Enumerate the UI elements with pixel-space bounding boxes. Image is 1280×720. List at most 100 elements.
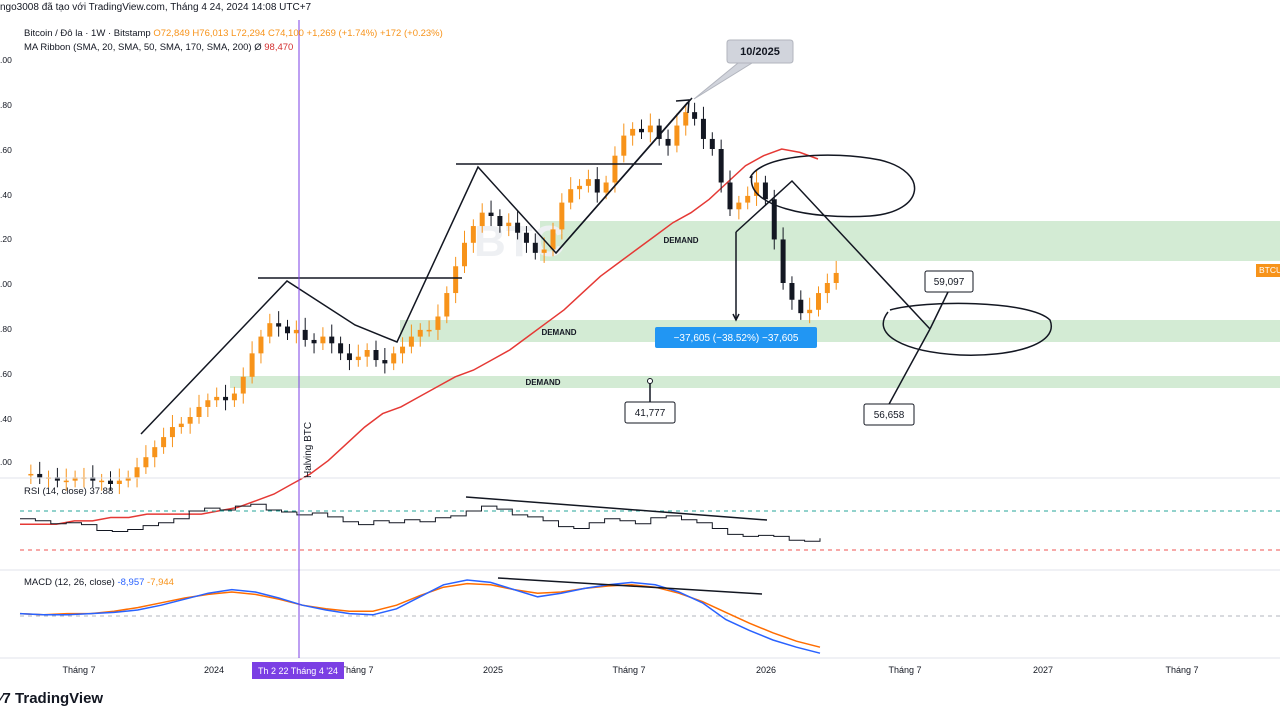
candle (585, 169, 591, 193)
demand-zone-upper (540, 221, 1280, 261)
candle (90, 465, 96, 488)
ohlc-values: O72,849 H76,013 L72,294 C74,100 (153, 28, 304, 39)
candle (453, 256, 459, 304)
target-3-label: 41,777 (635, 408, 666, 419)
candle (816, 286, 821, 317)
demand-zone-middle (400, 320, 1280, 342)
candle (223, 384, 229, 411)
candle (532, 233, 538, 260)
candle (240, 367, 246, 404)
macd-divergence-line (497, 577, 763, 595)
candle (99, 473, 105, 491)
candle (683, 105, 689, 136)
candle (355, 344, 361, 367)
candle (28, 464, 34, 484)
candle (196, 394, 202, 424)
arrow-up-shaft (555, 101, 689, 254)
candle (435, 304, 441, 340)
y-tick-label: .80 (0, 100, 12, 110)
halving-label: Halving BTC (303, 422, 314, 478)
candle (364, 343, 370, 367)
bear-flag-line (735, 179, 931, 330)
target-box-1: 59,097 (924, 270, 974, 293)
candle (709, 132, 715, 156)
candle (674, 113, 680, 153)
x-tick-label: 2027 (1033, 665, 1053, 675)
x-tick-label: 2025 (483, 665, 503, 675)
candle (205, 393, 211, 417)
candle (63, 468, 69, 491)
candle (515, 210, 521, 240)
target-box-2: 56,658 (863, 403, 915, 426)
candle (311, 333, 317, 354)
circle-annotation-top (749, 154, 916, 218)
candle (745, 186, 751, 210)
rsi-line (20, 503, 821, 542)
x-tick-label: Tháng 7 (888, 665, 921, 675)
candle (807, 297, 813, 324)
candle (125, 470, 131, 488)
time-axis: Tháng 7 2024 Tháng 7 2025 Tháng 7 2026 Tháng 7… (62, 665, 1198, 675)
candle (373, 340, 379, 367)
rsi-value: 37.88 (89, 486, 114, 497)
candle (178, 417, 184, 434)
candle (594, 167, 600, 203)
candle (382, 347, 388, 374)
candle (736, 195, 742, 220)
tradingview-logo[interactable]: ⁄7 TradingView (0, 690, 103, 707)
candle (116, 468, 122, 495)
target-2-label: 56,658 (874, 410, 905, 421)
x-tick-label: 2024 (204, 665, 224, 675)
signal-value: -7,944 (147, 577, 174, 588)
candle (293, 320, 299, 344)
candle (400, 337, 406, 364)
candle (559, 193, 565, 240)
candle (346, 343, 352, 371)
ma-ribbon-legend-row[interactable]: MA Ribbon (SMA, 20, SMA, 50, SMA, 170, S… (24, 42, 293, 53)
macd-label: MACD (12, 26, close) (24, 577, 115, 588)
rsi-divergence-line (465, 496, 768, 521)
candle (37, 461, 43, 484)
symbol-label: Bitcoin / Đô la · 1W · Bitstamp (24, 28, 151, 39)
candle (718, 139, 724, 193)
candle (231, 386, 237, 407)
candle (249, 341, 255, 384)
y-tick-label: .80 (0, 324, 12, 334)
candle (444, 286, 450, 324)
x-tick-label: Tháng 7 (62, 665, 95, 675)
sma-200-line (20, 148, 819, 525)
ma-ribbon-label: MA Ribbon (SMA, 20, SMA, 50, SMA, 170, S… (24, 42, 252, 53)
candle (798, 290, 804, 320)
demand-label-lower: DEMAND (525, 378, 560, 387)
candle (789, 276, 795, 310)
target-box-3: 41,777 (624, 401, 676, 424)
target-connector-1 (929, 291, 949, 330)
price-axis: .00 .80 .60 .40 .20 .00 .80 .60 .40 .00 (0, 55, 12, 467)
candle (568, 177, 574, 210)
ma-ribbon-symbol: Ø (254, 42, 262, 53)
candle (462, 230, 467, 273)
candle (302, 317, 308, 347)
candle (417, 323, 423, 347)
candle (320, 327, 326, 350)
candle (479, 203, 485, 233)
rsi-legend-row[interactable]: RSI (14, close) 37.88 (24, 486, 113, 497)
candle (727, 170, 733, 216)
macd-signal-line (19, 582, 821, 648)
candle (488, 200, 494, 227)
candle (506, 213, 512, 237)
candle (72, 470, 78, 488)
target-1-label: 59,097 (934, 277, 965, 288)
drawings (140, 97, 1053, 435)
y-tick-label: .00 (0, 457, 12, 467)
candle (276, 311, 282, 337)
candles-group (28, 102, 839, 495)
macd-legend-row[interactable]: MACD (12, 26, close) -8,957 -7,944 (24, 577, 174, 588)
target-connector-2 (887, 328, 931, 407)
y-tick-label: .00 (0, 55, 12, 65)
symbol-legend-row[interactable]: Bitcoin / Đô la · 1W · Bitstamp O72,849 … (24, 28, 443, 39)
candle (285, 319, 290, 340)
y-tick-label: .40 (0, 414, 12, 424)
measure-arrowhead (732, 313, 740, 322)
